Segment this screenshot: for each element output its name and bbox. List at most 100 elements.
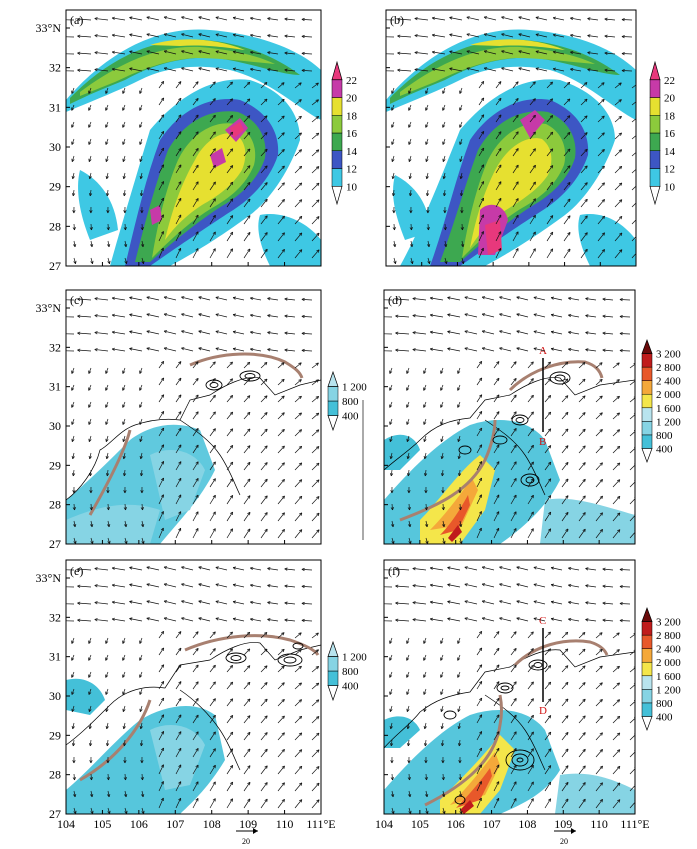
colorbar-tick-label: 2 800 <box>656 362 681 374</box>
section-label-c: C <box>539 615 546 627</box>
panel-b-label: (b) <box>390 13 404 27</box>
colorbar-tick-label: 12 <box>346 164 357 176</box>
colorbar-tick-label: 2 800 <box>656 630 681 642</box>
svg-text:20: 20 <box>242 837 250 846</box>
lon-tick-label: 105 <box>411 817 429 831</box>
panel-a-wind-shading <box>66 29 321 266</box>
colorbar-tick-label: 18 <box>346 110 358 122</box>
colorbar-tick-label: 1 200 <box>342 382 367 394</box>
colorbar-tick-label: 1 200 <box>342 652 367 664</box>
colorbar-tick-label: 400 <box>656 443 673 455</box>
panel-e-contours <box>225 642 304 667</box>
panel-e-frame <box>65 559 322 815</box>
panel-c-frame <box>65 289 322 545</box>
colorbar-tick-label: 20 <box>664 93 676 105</box>
lat-tick-label: 33°N <box>36 301 62 315</box>
panel-d-contours <box>458 371 571 487</box>
lon-tick-label: 104 <box>57 817 75 831</box>
panel-b-frame <box>385 9 637 267</box>
lon-tick-label: 107 <box>166 817 184 831</box>
colorbar-tick-label: 1 600 <box>656 403 681 415</box>
colorbar-tick-label: 20 <box>346 93 358 105</box>
colorbar-wind-a: 22 20 18 16 14 12 10 <box>331 60 358 206</box>
colorbar-tick-label: 400 <box>342 681 359 693</box>
colorbar-tick-label: 1 200 <box>656 684 681 696</box>
lon-tick-label: 111°E <box>306 817 335 831</box>
panel-c-label: (c) <box>70 293 83 307</box>
colorbar-tick-label: 10 <box>346 181 358 193</box>
lat-tick-label: 32 <box>49 61 61 75</box>
colorbar-tick-label: 2 000 <box>656 389 681 401</box>
lat-tick-label: 30 <box>49 689 61 703</box>
panel-a-frame <box>65 9 322 267</box>
colorbar-tick-label: 16 <box>346 128 358 140</box>
svg-text:20: 20 <box>560 837 568 846</box>
colorbar-tick-label: 2 400 <box>656 376 681 388</box>
lon-tick-label: 110 <box>276 817 294 831</box>
panel-c-contours <box>205 370 261 391</box>
colorbar-tick-label: 18 <box>664 110 676 122</box>
lat-tick-label: 27 <box>49 537 61 551</box>
lat-tick-label: 28 <box>49 219 61 233</box>
lon-tick-label: 105 <box>93 817 111 831</box>
lat-tick-label: 33°N <box>36 571 62 585</box>
colorbar-tick-label: 12 <box>664 164 675 176</box>
lat-tick-label: 31 <box>49 380 61 394</box>
lon-tick-label: 107 <box>483 817 501 831</box>
panel-b: (b) <box>385 9 637 267</box>
panel-a-label: (a) <box>70 13 83 27</box>
colorbar-tick-label: 400 <box>656 711 673 723</box>
lon-tick-label: 106 <box>447 817 465 831</box>
lat-tick-label: 29 <box>49 458 61 472</box>
colorbar-tick-label: 800 <box>342 396 359 408</box>
lon-tick-label: 111°E <box>620 817 649 831</box>
panel-e: (e) <box>65 559 322 815</box>
lon-tick-label: 109 <box>554 817 572 831</box>
lon-tick-label: 109 <box>239 817 257 831</box>
lon-tick-label: 108 <box>203 817 221 831</box>
panel-c-shading <box>66 424 215 544</box>
colorbar-tick-label: 3 200 <box>656 349 681 361</box>
colorbar-tick-label: 22 <box>346 75 357 87</box>
lon-tick-label: 110 <box>590 817 608 831</box>
wind-vector-field <box>66 16 636 814</box>
axis-labels: 33°N 32 31 30 29 28 27 33°N 32 31 30 29 28 27 33°N 32 31… <box>36 21 650 831</box>
colorbar-tick-label: 10 <box>664 181 676 193</box>
panel-b-wind-shading <box>386 29 636 266</box>
lon-tick-label: 108 <box>518 817 536 831</box>
lat-tick-label: 29 <box>49 728 61 742</box>
panel-f-shading <box>384 710 635 814</box>
colorbar-tick-label: 1 600 <box>656 671 681 683</box>
colorbar-tick-label: 2 000 <box>656 657 681 669</box>
colorbar-tick-label: 22 <box>664 75 675 87</box>
colorbar-small-e: 1 200 800 400 <box>327 640 367 702</box>
lat-tick-label: 30 <box>49 419 61 433</box>
lat-tick-label: 27 <box>49 807 61 821</box>
colorbar-tick-label: 14 <box>664 146 676 158</box>
panel-f-contours <box>443 659 548 805</box>
panel-f-label: (f) <box>388 564 400 578</box>
panel-d-frame <box>383 289 636 545</box>
colorbar-tick-label: 3 200 <box>656 617 681 629</box>
lat-tick-label: 28 <box>49 768 61 782</box>
lat-tick-label: 32 <box>49 340 61 354</box>
panel-f: C D (f) <box>383 559 636 815</box>
lat-tick-label: 31 <box>49 100 61 114</box>
lon-tick-label: 104 <box>375 817 393 831</box>
reference-vector-right: 20 <box>554 828 576 846</box>
colorbar-wind-b: 22 20 18 16 14 12 10 <box>649 60 676 206</box>
panel-d-label: (d) <box>388 293 402 307</box>
lat-tick-label: 29 <box>49 180 61 194</box>
lat-tick-label: 33°N <box>36 21 62 35</box>
lat-tick-label: 31 <box>49 650 61 664</box>
colorbar-tick-label: 400 <box>342 411 359 423</box>
panel-e-label: (e) <box>70 564 83 578</box>
colorbar-tick-label: 16 <box>664 128 676 140</box>
lat-tick-label: 30 <box>49 140 61 154</box>
lon-tick-label: 106 <box>130 817 148 831</box>
colorbar-tick-label: 800 <box>656 430 673 442</box>
lat-tick-label: 27 <box>49 259 61 273</box>
